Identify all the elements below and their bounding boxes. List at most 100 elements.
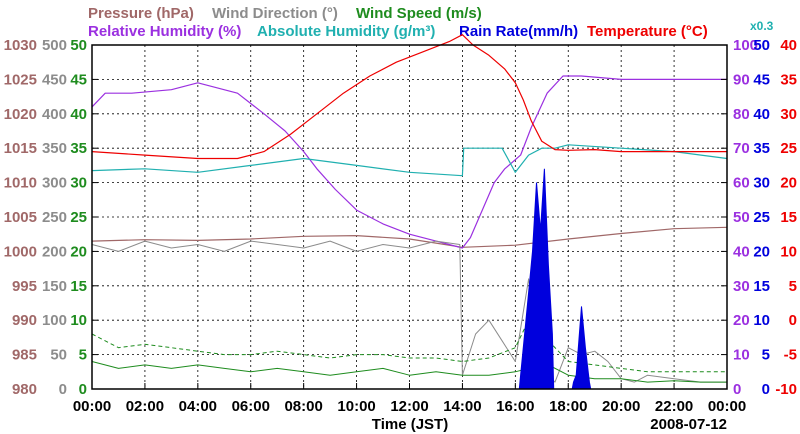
wind-direction-tick-label: 450 (42, 71, 67, 88)
humidity-tick-label: 70 (733, 140, 750, 157)
rain-tick-label: 10 (753, 312, 770, 329)
plot-area (91, 34, 728, 390)
rain-tick-label: 15 (753, 278, 770, 295)
humidity-tick-label: 50 (733, 209, 750, 226)
rain-tick-label: 45 (753, 71, 770, 88)
wind-direction-tick-label: 500 (42, 37, 67, 54)
series-relative-humidity (91, 75, 727, 249)
x-tick-label: 12:00 (390, 398, 428, 415)
series-absolute-humidity (91, 144, 728, 177)
x-tick-label: 10:00 (337, 398, 375, 415)
pressure-tick-label: 1010 (4, 175, 37, 192)
wind-direction-tick-label: 150 (42, 278, 67, 295)
legend: Pressure (hPa) Wind Direction (°) Wind S… (88, 5, 774, 40)
pressure-tick-label: 1025 (4, 71, 37, 88)
wind-direction-tick-label: 100 (42, 312, 67, 329)
humidity-tick-label: 40 (733, 243, 750, 260)
legend-temperature: Temperature (°C) (587, 23, 708, 40)
pressure-tick-label: 990 (12, 312, 37, 329)
series-wind-direction (91, 240, 727, 383)
rain-tick-label: 25 (753, 209, 770, 226)
temperature-tick-label: 25 (780, 140, 797, 157)
rain-tick-label: 30 (753, 175, 770, 192)
x-tick-label: 00:00 (708, 398, 746, 415)
series-temperature (91, 34, 727, 160)
pressure-tick-label: 1015 (4, 140, 37, 157)
rain-tick-label: 0 (762, 381, 770, 398)
rain-tick-label: 20 (753, 243, 770, 260)
x-tick-label: 22:00 (655, 398, 693, 415)
temperature-tick-label: 30 (780, 106, 797, 123)
wind-direction-tick-label: 200 (42, 243, 67, 260)
wind-direction-tick-label: 350 (42, 140, 67, 157)
temperature-tick-label: 5 (789, 278, 797, 295)
wind-speed-tick-label: 10 (70, 312, 87, 329)
legend-wind-speed: Wind Speed (m/s) (356, 5, 482, 22)
legend-absolute-humidity: Absolute Humidity (g/m³) (257, 23, 435, 40)
wind-speed-tick-label: 50 (70, 37, 87, 54)
rain-tick-label: 35 (753, 140, 770, 157)
pressure-tick-label: 980 (12, 381, 37, 398)
temperature-tick-label: 0 (789, 312, 797, 329)
humidity-tick-label: 20 (733, 312, 750, 329)
series-pressure (91, 226, 728, 248)
legend-abs-scale: x0.3 (750, 19, 774, 33)
series-wind-speed-gust (91, 319, 727, 373)
humidity-tick-label: 30 (733, 278, 750, 295)
x-tick-label: 14:00 (443, 398, 481, 415)
pressure-tick-label: 1030 (4, 37, 37, 54)
wind-direction-tick-label: 250 (42, 209, 67, 226)
wind-direction-tick-label: 300 (42, 175, 67, 192)
wind-direction-tick-label: 400 (42, 106, 67, 123)
temperature-tick-label: -5 (784, 347, 797, 364)
legend-pressure: Pressure (hPa) (88, 5, 194, 22)
wind-speed-tick-label: 0 (79, 381, 87, 398)
temperature-tick-label: 10 (780, 243, 797, 260)
temperature-tick-label: -10 (775, 381, 797, 398)
wind-speed-tick-label: 35 (70, 140, 87, 157)
wind-speed-tick-label: 5 (79, 347, 87, 364)
legend-wind-direction: Wind Direction (°) (212, 5, 338, 22)
temperature-tick-label: 15 (780, 209, 797, 226)
humidity-tick-label: 80 (733, 106, 750, 123)
series-rain-rate (518, 168, 592, 390)
axes: 1030102510201015101010051000995990985980… (4, 37, 797, 415)
x-tick-label: 06:00 (232, 398, 270, 415)
rain-tick-label: 5 (762, 347, 770, 364)
pressure-tick-label: 1005 (4, 209, 37, 226)
legend-rain-rate: Rain Rate(mm/h) (459, 23, 578, 40)
x-tick-label: 16:00 (496, 398, 534, 415)
pressure-tick-label: 995 (12, 278, 37, 295)
wind-speed-tick-label: 25 (70, 209, 87, 226)
humidity-tick-label: 60 (733, 175, 750, 192)
x-axis-label: Time (JST) (372, 416, 448, 433)
x-tick-label: 00:00 (73, 398, 111, 415)
x-tick-label: 18:00 (549, 398, 587, 415)
wind-direction-tick-label: 50 (50, 347, 67, 364)
humidity-tick-label: 0 (733, 381, 741, 398)
x-tick-label: 04:00 (179, 398, 217, 415)
series-wind-speed (91, 361, 727, 383)
pressure-tick-label: 1020 (4, 106, 37, 123)
legend-humidity: Relative Humidity (%) (88, 23, 241, 40)
x-tick-label: 20:00 (602, 398, 640, 415)
date-label: 2008-07-12 (650, 416, 727, 433)
wind-speed-tick-label: 45 (70, 71, 87, 88)
temperature-tick-label: 20 (780, 175, 797, 192)
temperature-tick-label: 40 (780, 37, 797, 54)
x-tick-label: 02:00 (126, 398, 164, 415)
rain-tick-label: 40 (753, 106, 770, 123)
humidity-tick-label: 10 (733, 347, 750, 364)
temperature-tick-label: 35 (780, 71, 797, 88)
humidity-tick-label: 100 (733, 37, 758, 54)
wind-speed-tick-label: 40 (70, 106, 87, 123)
humidity-tick-label: 90 (733, 71, 750, 88)
x-tick-label: 08:00 (284, 398, 322, 415)
pressure-tick-label: 1000 (4, 243, 37, 260)
wind-speed-tick-label: 15 (70, 278, 87, 295)
wind-direction-tick-label: 0 (59, 381, 67, 398)
pressure-tick-label: 985 (12, 347, 37, 364)
wind-speed-tick-label: 20 (70, 243, 87, 260)
rain-tick-label: 50 (753, 37, 770, 54)
